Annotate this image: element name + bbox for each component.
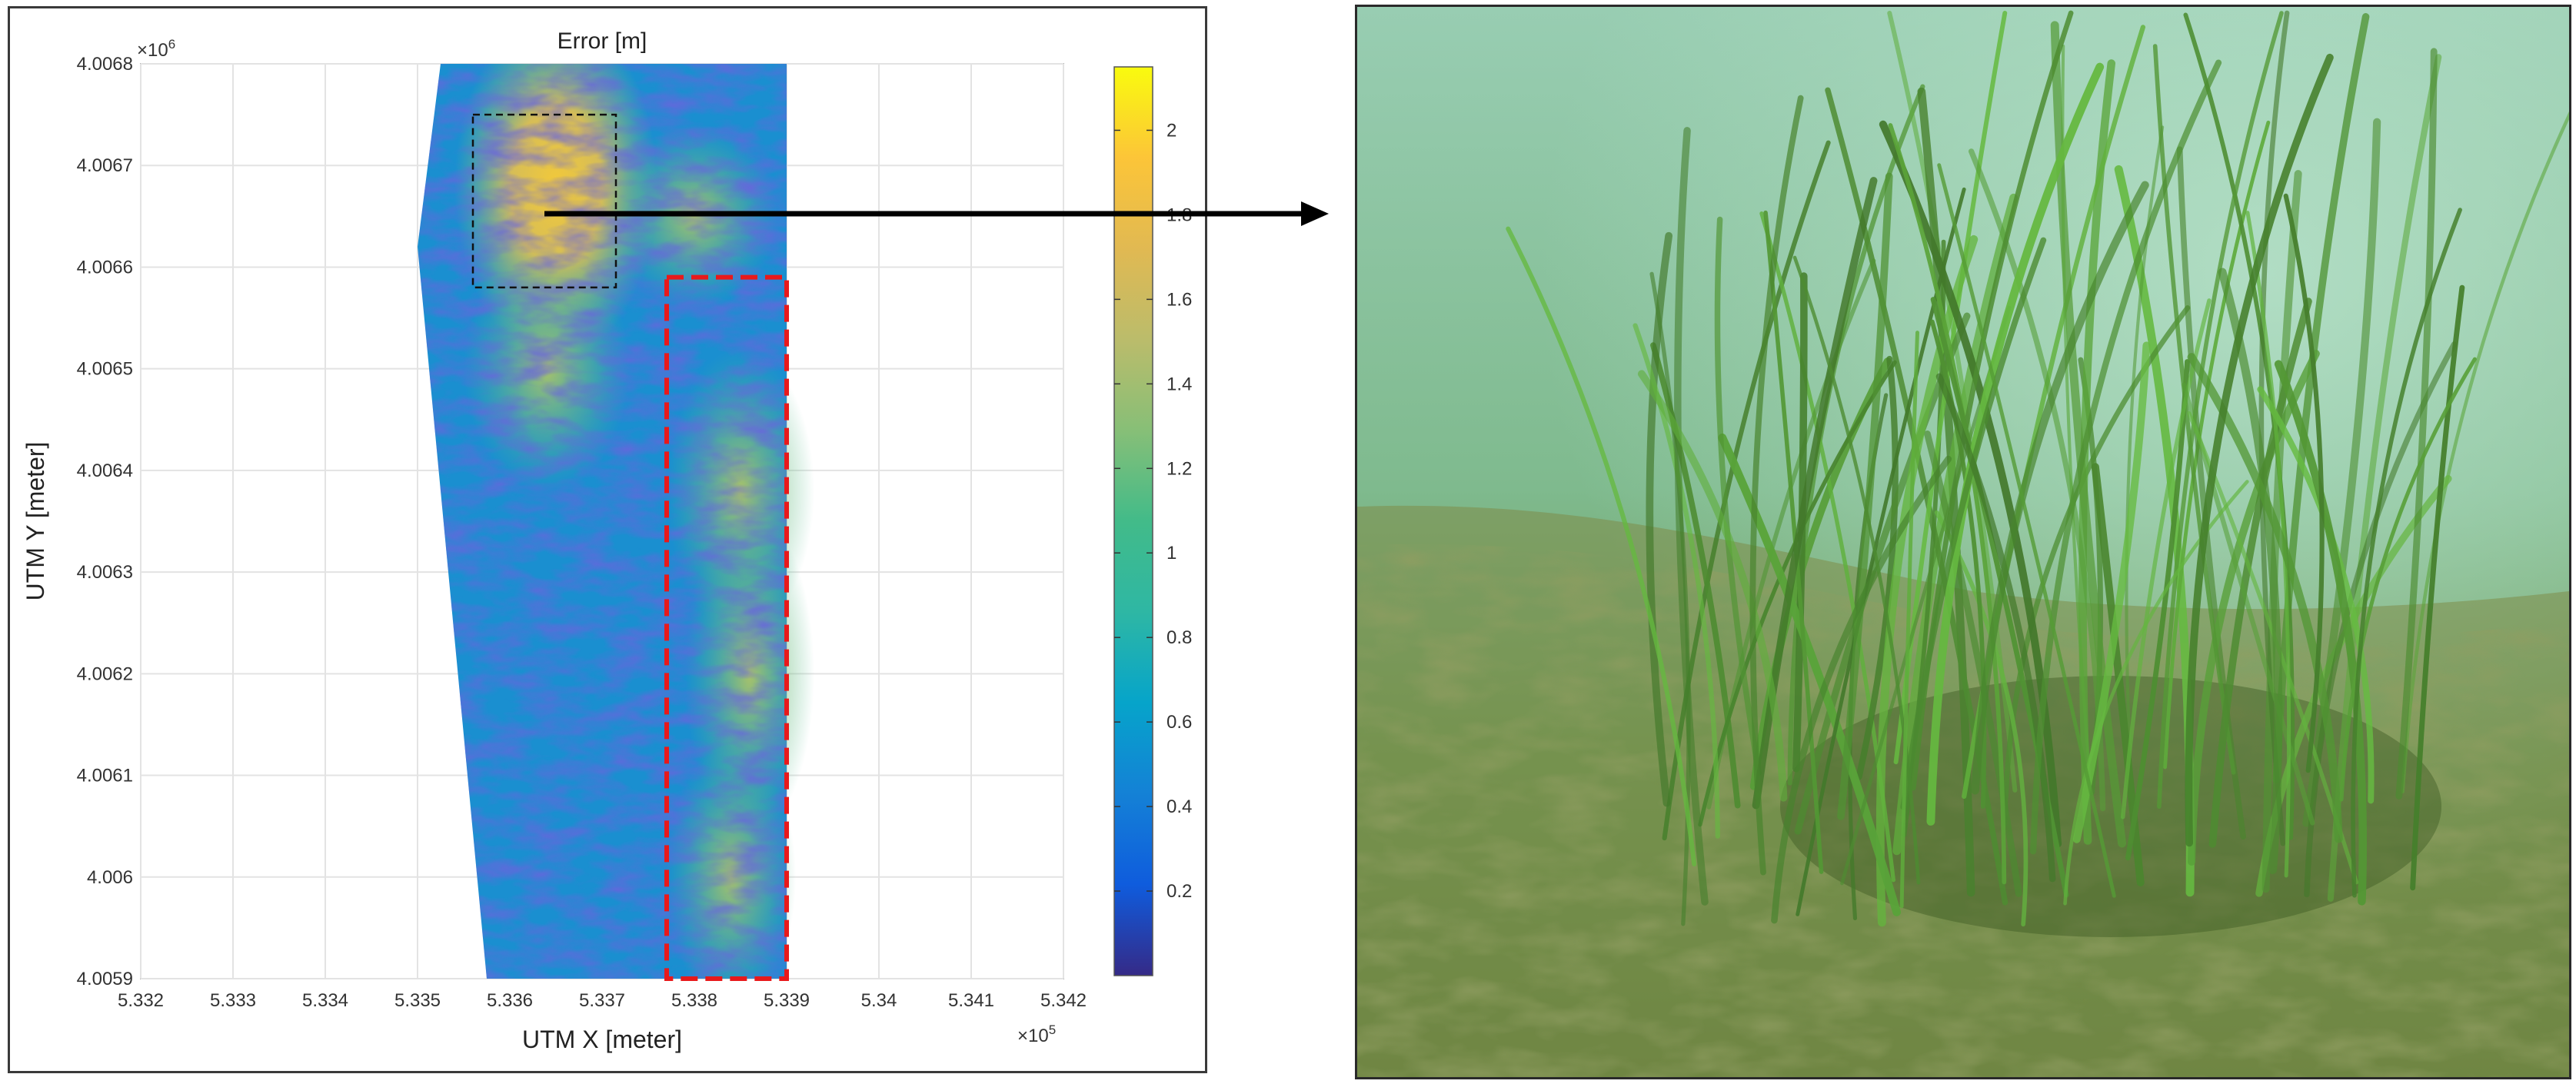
x-axis-multiplier: ×105 — [1017, 1022, 1056, 1046]
seagrass-blade — [1926, 62, 2105, 826]
colorbar-tick-label: 1.8 — [1167, 204, 1192, 225]
colorbar-tick-label: 1 — [1167, 543, 1177, 564]
seagrass-blade — [1763, 210, 1824, 874]
x-tick-label: 5.333 — [210, 990, 256, 1011]
seagrass-blade — [1714, 216, 1762, 776]
seagrass-blade — [2410, 284, 2465, 891]
seagrass-blade — [2218, 268, 2283, 874]
x-tick-label: 5.342 — [1040, 990, 1087, 1011]
seagrass-blade — [2257, 386, 2375, 804]
seagrass-blade — [2351, 208, 2462, 898]
seagrass-blade — [2030, 59, 2222, 855]
seagrass-blade — [1506, 226, 1697, 866]
seagrass-blade — [2258, 10, 2290, 846]
y-tick-label: 4.0063 — [77, 562, 133, 583]
seagrass-blade — [1879, 120, 2062, 848]
x-tick-label: 5.332 — [118, 990, 164, 1011]
seagrass-blade — [1792, 255, 1921, 885]
seagrass-blade — [2327, 54, 2442, 902]
seagrass-blade — [1855, 355, 1899, 780]
colorbar-tick-label: 0.8 — [1167, 627, 1192, 648]
y-tick-label: 4.0064 — [77, 461, 133, 481]
x-tick-label: 5.339 — [764, 990, 810, 1011]
y-tick-label: 4.0068 — [77, 54, 133, 75]
seagrass-blade — [1900, 237, 2047, 810]
colorbar-tick-label: 0.6 — [1167, 712, 1192, 733]
seagrass-blade — [1718, 433, 1902, 916]
seagrass-blade — [2208, 298, 2312, 848]
x-axis-label: UTM X [meter] — [522, 1026, 682, 1053]
colorbar-tick-label: 1.4 — [1167, 374, 1192, 394]
y-axis-multiplier: ×106 — [137, 37, 175, 61]
y-tick-label: 4.0066 — [77, 257, 133, 278]
seagrass-blade — [1899, 331, 1919, 909]
seagrass-blade — [2261, 170, 2302, 893]
y-tick-label: 4.0061 — [77, 766, 133, 786]
seagrass-blade — [1935, 373, 2056, 883]
seagrass-blade — [2401, 111, 2569, 793]
x-tick-label: 5.335 — [394, 990, 441, 1011]
seabed-texture — [1357, 544, 2569, 1077]
chart-canvas: 5.332 5.333 5.334 5.335 5.336 5.337 5.338 5.339… — [22, 28, 1192, 1053]
seagrass-photo — [1355, 5, 2571, 1079]
zoom-region — [471, 113, 617, 289]
validation-region — [664, 274, 789, 981]
seagrass-illustration — [1357, 7, 2569, 1077]
y-tick-label: 4.0059 — [77, 969, 133, 989]
seagrass-blade — [1837, 172, 1893, 820]
colorbar — [1113, 66, 1153, 976]
x-tick-label: 5.341 — [948, 990, 994, 1011]
seagrass-blade — [2125, 125, 2165, 815]
seagrass-blade — [1698, 360, 1897, 827]
seagrass-blade — [2283, 193, 2325, 773]
seagrass-blade — [2339, 357, 2477, 802]
colorbar-tick-label: 0.2 — [1167, 881, 1192, 902]
seagrass-blade — [2245, 211, 2291, 878]
seagrass-blade — [2187, 353, 2343, 843]
seagrass-blade — [1637, 370, 1788, 802]
chart-title: Error [m] — [557, 28, 647, 54]
y-tick-label: 4.0062 — [77, 663, 133, 684]
seagrass-blade — [2157, 11, 2284, 809]
x-tick-label: 5.34 — [861, 990, 897, 1011]
seagrass-blade — [2163, 120, 2271, 770]
colorbar-tick-label: 2 — [1167, 120, 1177, 141]
seagrass-blade — [2395, 48, 2438, 800]
seagrass-blade — [2274, 360, 2367, 906]
seagrass-blade — [1749, 95, 1804, 876]
x-tick-label: 5.336 — [487, 990, 533, 1011]
error-texture — [418, 64, 787, 979]
y-tick-label: 4.0067 — [77, 155, 133, 176]
error-heatmap — [418, 64, 814, 979]
colorbar-tick-label: 1.2 — [1167, 458, 1192, 479]
x-tick-label: 5.334 — [302, 990, 348, 1011]
colorbar-tick-label: 0.4 — [1167, 796, 1192, 817]
x-tick-label: 5.338 — [671, 990, 717, 1011]
y-axis-label: UTM Y [meter] — [22, 442, 49, 601]
seagrass-blades — [1506, 10, 2569, 927]
seagrass-blade — [1662, 140, 1831, 841]
seagrass-blade — [1752, 177, 1878, 810]
seagrass-blade — [1937, 163, 2116, 898]
seagrass-blade — [1674, 127, 1709, 906]
seagrass-blade — [1934, 510, 2029, 927]
y-tick-label: 4.006 — [87, 867, 133, 888]
seagrass-blade — [1971, 181, 2149, 795]
seagrass-blade — [2072, 341, 2151, 843]
y-tick-label: 4.0065 — [77, 359, 133, 380]
seagrass-blade — [1771, 455, 1952, 924]
seagrass-blade — [2121, 298, 2212, 820]
seagrass-blade — [1929, 319, 1987, 809]
colorbar-tick-label: 1.6 — [1167, 289, 1192, 310]
error-map-chart: 5.332 5.333 5.334 5.335 5.336 5.337 5.338 5.339… — [8, 6, 1207, 1073]
seagrass-blade — [1888, 123, 2007, 885]
seagrass-blade — [2002, 305, 2191, 826]
seagrass-blade — [1924, 430, 2022, 897]
x-tick-label: 5.337 — [579, 990, 625, 1011]
seagrass-blade — [2125, 359, 2190, 861]
seagrass-blade — [1796, 187, 1966, 916]
seagrass-blade — [2185, 53, 2334, 847]
